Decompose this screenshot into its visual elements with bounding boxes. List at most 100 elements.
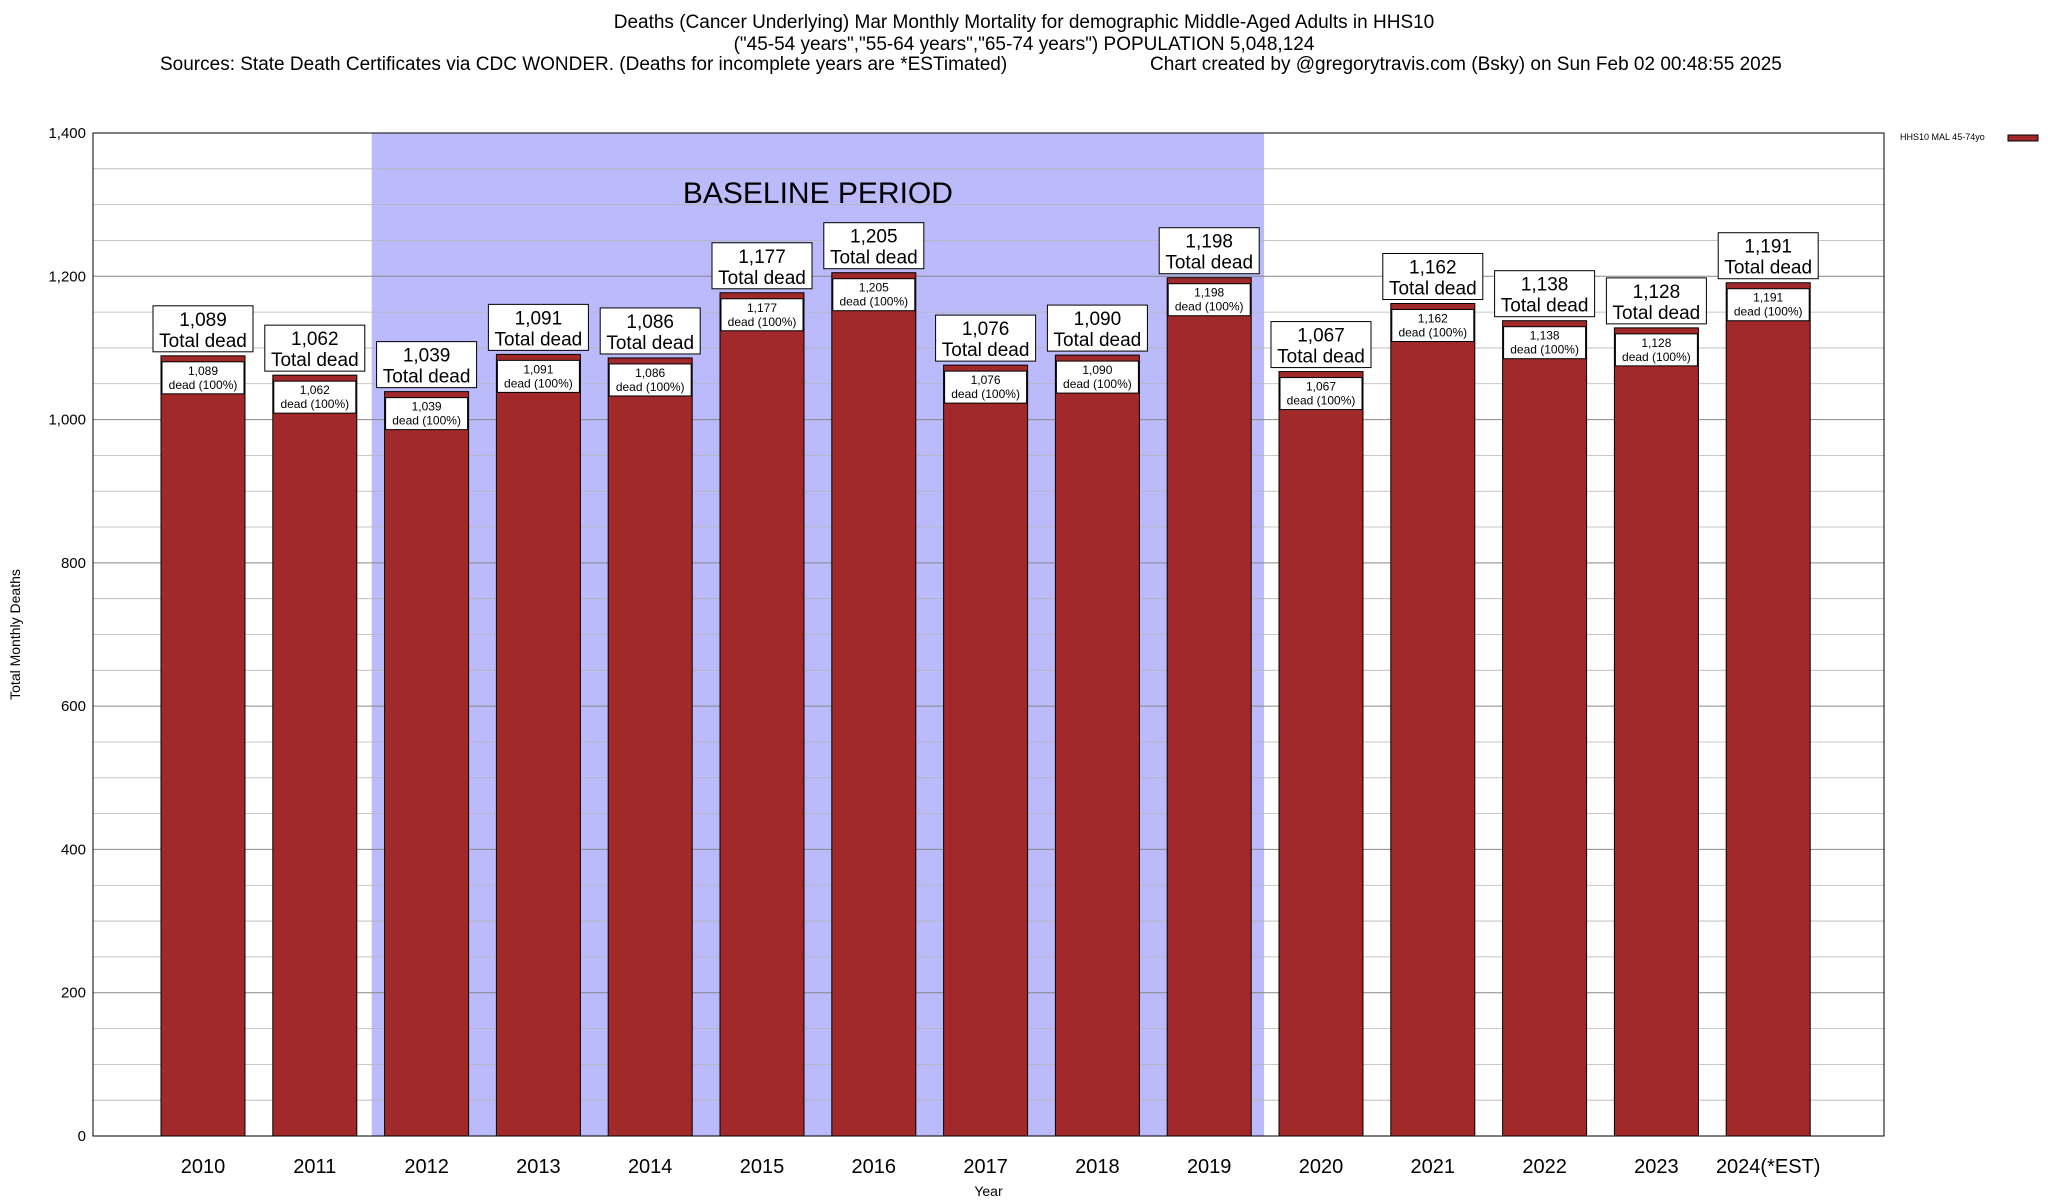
bar-inner-value-label: 1,128 — [1641, 336, 1671, 350]
bar-total-label-box — [376, 341, 478, 389]
bar-total-label-box — [1605, 277, 1707, 325]
x-tick-label: 2024(*EST) — [1716, 1156, 1821, 1178]
y-tick-label: 0 — [78, 1128, 86, 1145]
bar-inner-value-label: 1,198 — [1194, 286, 1224, 300]
bar-inner-value-label: 1,086 — [635, 366, 665, 380]
bar-inner-value-label: 1,091 — [523, 362, 553, 376]
bar — [1725, 282, 1811, 1137]
bar-inner-label-box — [720, 298, 804, 332]
bar-total-text-label: Total dead — [942, 340, 1030, 361]
bar-inner-percent-label: dead (100%) — [728, 315, 797, 329]
bar — [272, 374, 358, 1137]
bar-total-value-label: 1,089 — [179, 310, 227, 331]
bar — [1502, 320, 1588, 1137]
bar-inner-label-box — [273, 380, 357, 414]
bar-total-value-label: 1,205 — [850, 227, 898, 248]
bar-total-label-box — [1494, 270, 1596, 318]
bar-total-text-label: Total dead — [383, 367, 471, 388]
bar-inner-label-box — [1391, 309, 1475, 343]
bar-total-label-box — [1046, 304, 1148, 352]
bar — [1278, 371, 1364, 1137]
x-tick-label: 2023 — [1634, 1156, 1679, 1178]
legend-label: HHS10 MAL 45-74yo — [1900, 132, 1985, 142]
bar — [1054, 354, 1140, 1137]
bar-total-text-label: Total dead — [606, 333, 694, 354]
bar-inner-percent-label: dead (100%) — [169, 378, 238, 392]
bar-inner-percent-label: dead (100%) — [1734, 305, 1803, 319]
bar-total-label-box — [711, 242, 813, 290]
bar-total-value-label: 1,177 — [738, 247, 786, 268]
bar-inner-percent-label: dead (100%) — [1398, 326, 1467, 340]
bar-inner-percent-label: dead (100%) — [616, 380, 685, 394]
bar-total-text-label: Total dead — [1054, 330, 1142, 351]
bar-inner-label-box — [161, 361, 245, 395]
bar-inner-label-box — [832, 278, 916, 312]
bar-inner-value-label: 1,039 — [412, 400, 442, 414]
bar-total-value-label: 1,090 — [1074, 309, 1122, 330]
bar-inner-percent-label: dead (100%) — [1175, 300, 1244, 314]
bar-inner-percent-label: dead (100%) — [1622, 350, 1691, 364]
y-tick-label: 400 — [61, 841, 86, 858]
bar — [1613, 327, 1699, 1137]
bar-inner-label-box — [496, 359, 580, 393]
bar-total-text-label: Total dead — [495, 329, 583, 350]
x-tick-label: 2020 — [1299, 1156, 1344, 1178]
bar-total-label-box — [1270, 321, 1372, 369]
bar-total-text-label: Total dead — [1501, 296, 1589, 317]
y-axis-label: Total Monthly Deaths — [7, 569, 23, 700]
x-tick-label: 2011 — [293, 1156, 336, 1178]
bar-inner-value-label: 1,205 — [859, 281, 889, 295]
bar-total-text-label: Total dead — [830, 248, 918, 269]
bar-total-value-label: 1,086 — [626, 312, 674, 333]
x-tick-label: 2010 — [181, 1156, 226, 1178]
bar-total-value-label: 1,128 — [1633, 282, 1681, 303]
x-tick-label: 2014 — [628, 1156, 673, 1178]
x-tick-label: 2012 — [404, 1156, 449, 1178]
bar-total-value-label: 1,162 — [1409, 258, 1457, 279]
bar-total-value-label: 1,076 — [962, 319, 1010, 340]
bar-inner-label-box — [608, 363, 692, 397]
bar-total-value-label: 1,191 — [1744, 237, 1792, 258]
bar-total-label-box — [599, 307, 701, 355]
chart-sources: Sources: State Death Certificates via CD… — [160, 54, 1008, 75]
y-tick-label: 600 — [61, 698, 86, 715]
bar-total-label-box — [264, 324, 366, 372]
bar-total-label-box — [152, 305, 254, 353]
bar-inner-percent-label: dead (100%) — [1510, 343, 1579, 357]
bar-inner-percent-label: dead (100%) — [839, 295, 908, 309]
bar-total-value-label: 1,039 — [403, 346, 451, 367]
legend-swatch — [2007, 134, 2039, 142]
bar — [831, 272, 917, 1137]
bar-total-label-box — [935, 314, 1037, 362]
bar-total-label-box — [1717, 232, 1819, 280]
x-tick-label: 2022 — [1522, 1156, 1567, 1178]
y-tick-label: 800 — [61, 555, 86, 572]
bar-total-text-label: Total dead — [1389, 279, 1477, 300]
chart-title-block: Deaths (Cancer Underlying) Mar Monthly M… — [0, 12, 2048, 56]
bar-inner-value-label: 1,067 — [1306, 380, 1336, 394]
x-tick-label: 2019 — [1187, 1156, 1232, 1178]
y-tick-label: 1,000 — [48, 412, 86, 429]
bar-total-value-label: 1,067 — [1297, 326, 1345, 347]
bar-inner-label-box — [1503, 326, 1587, 360]
chart-credit: Chart created by @gregorytravis.com (Bsk… — [1150, 54, 1782, 75]
bar-inner-label-box — [1279, 377, 1363, 411]
bar-total-text-label: Total dead — [159, 331, 247, 352]
x-tick-label: 2017 — [963, 1156, 1008, 1178]
x-tick-label: 2015 — [740, 1156, 785, 1178]
bar-total-text-label: Total dead — [1277, 347, 1365, 368]
bar-inner-percent-label: dead (100%) — [392, 414, 461, 428]
bar-inner-label-box — [1167, 283, 1251, 317]
bar-total-value-label: 1,091 — [515, 308, 563, 329]
bar-total-label-box — [1382, 253, 1484, 301]
bar-inner-percent-label: dead (100%) — [1063, 377, 1132, 391]
x-axis-label: Year — [974, 1183, 1003, 1199]
bar-inner-percent-label: dead (100%) — [951, 387, 1020, 401]
bar-inner-label-box — [385, 397, 469, 431]
bar-inner-label-box — [1726, 288, 1810, 322]
y-tick-label: 1,200 — [48, 268, 86, 285]
bar-total-value-label: 1,198 — [1185, 232, 1233, 253]
bar-total-value-label: 1,062 — [291, 329, 339, 350]
bar-inner-label-box — [1614, 333, 1698, 367]
